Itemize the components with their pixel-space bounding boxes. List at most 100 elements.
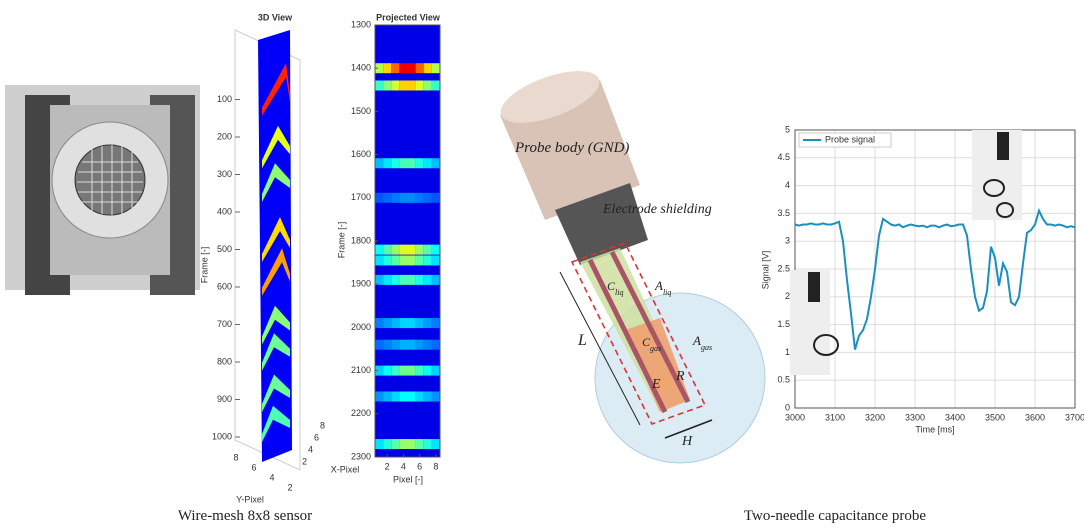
heat-cell — [423, 192, 432, 203]
heat-cell — [383, 255, 392, 266]
z-tick-label: 4 — [269, 472, 274, 482]
y-tick-label: 3.5 — [777, 208, 790, 218]
a-liq-label: Aliq — [654, 278, 671, 297]
heat-cell — [423, 339, 432, 350]
heat-cell — [399, 244, 408, 255]
z-tick-label: 6 — [251, 462, 256, 472]
heat-cell — [431, 255, 440, 266]
y-tick-label: 2 — [785, 291, 790, 301]
heat-cell — [399, 192, 408, 203]
signal-line — [794, 207, 1076, 350]
y-tick-label: 600 — [217, 281, 232, 291]
heat-cell — [407, 391, 416, 402]
heat-cell — [407, 439, 416, 450]
heat-cell — [383, 339, 392, 350]
peak — [262, 125, 290, 169]
heat-cell — [423, 365, 432, 376]
y-tick-label: 1900 — [351, 279, 371, 289]
heat-cell — [383, 274, 392, 285]
chart-title: Projected View — [376, 12, 441, 22]
heat-cell — [431, 339, 440, 350]
y-tick-label: 4 — [785, 180, 790, 190]
shield — [555, 183, 648, 265]
heat-cell — [391, 63, 400, 74]
peak — [262, 305, 290, 345]
y-tick-label: 400 — [217, 206, 232, 216]
heat-cell — [391, 158, 400, 169]
z-axis-label: Y-Pixel — [236, 494, 264, 504]
y-tick-label: 800 — [217, 356, 232, 366]
heat-cell — [407, 274, 416, 285]
heat-cell — [383, 158, 392, 169]
heat-cell — [375, 63, 384, 74]
height-arrow — [664, 419, 713, 439]
x-tick-label: 2 — [385, 461, 390, 471]
y-tick-label: 1 — [785, 347, 790, 357]
x-tick-label: 6 — [417, 461, 422, 471]
needle-e — [587, 258, 668, 414]
peak — [262, 217, 290, 262]
heat-cell — [431, 365, 440, 376]
heat-cell — [415, 439, 424, 450]
y-tick-label: 4.5 — [777, 152, 790, 162]
heat-cell — [383, 439, 392, 450]
heat-cell — [399, 158, 408, 169]
bubble-3 — [996, 202, 1014, 218]
heat-cell — [383, 365, 392, 376]
y-tick-label: 700 — [217, 319, 232, 329]
chart-title: 3D View — [258, 12, 293, 22]
heat-cell — [375, 391, 384, 402]
x-tick-label: 4 — [308, 444, 313, 454]
x-tick-label: 3100 — [825, 412, 845, 422]
body-label: Probe body (GND) — [514, 140, 629, 156]
x-tick-label: 3200 — [865, 412, 885, 422]
y-tick-label: 1500 — [351, 106, 371, 116]
y-tick-label: 1.5 — [777, 319, 790, 329]
y-tick-label: 0.5 — [777, 375, 790, 385]
x-tick-label: 6 — [314, 432, 319, 442]
heat-cell — [415, 255, 424, 266]
heat-cell — [391, 255, 400, 266]
heat-cell — [399, 365, 408, 376]
heat-cell — [383, 391, 392, 402]
x-tick-label: 3300 — [905, 412, 925, 422]
peak — [262, 405, 290, 442]
a-main: A — [692, 333, 701, 348]
heat-cell — [415, 365, 424, 376]
mesh-wires — [77, 145, 143, 215]
heat-cell — [423, 318, 432, 329]
heat-cell — [399, 274, 408, 285]
heatmap-bg — [375, 25, 440, 457]
heat-cell — [423, 391, 432, 402]
heat-cell — [375, 274, 384, 285]
heat-cell — [423, 80, 432, 91]
x-tick-label: 8 — [433, 461, 438, 471]
heat-cell — [431, 274, 440, 285]
x-tick-label: 3700 — [1065, 412, 1084, 422]
a-sub: liq — [663, 288, 671, 297]
y-tick-label: 100 — [217, 94, 232, 104]
heat-cell — [391, 192, 400, 203]
heat-cell — [407, 318, 416, 329]
legend-label: Probe signal — [825, 134, 875, 144]
y-axis-label: Signal [V] — [760, 251, 770, 290]
y-tick-label: 2300 — [351, 451, 371, 461]
peak — [262, 63, 290, 116]
y-tick-label: 1700 — [351, 192, 371, 202]
y-tick-label: 1800 — [351, 235, 371, 245]
heat-cell — [399, 339, 408, 350]
heat-cell — [415, 339, 424, 350]
y-tick-label: 2000 — [351, 322, 371, 332]
sensor-photo — [5, 85, 200, 295]
heat-cell — [431, 63, 440, 74]
heat-cell — [407, 192, 416, 203]
heat-cell — [399, 255, 408, 266]
heat-cell — [415, 192, 424, 203]
needle-1 — [808, 272, 820, 302]
heat-cell — [399, 80, 408, 91]
heat-cell — [391, 391, 400, 402]
heat-cell — [375, 255, 384, 266]
heat-cell — [415, 318, 424, 329]
heat-cell — [399, 63, 408, 74]
x-tick-label: 3400 — [945, 412, 965, 422]
